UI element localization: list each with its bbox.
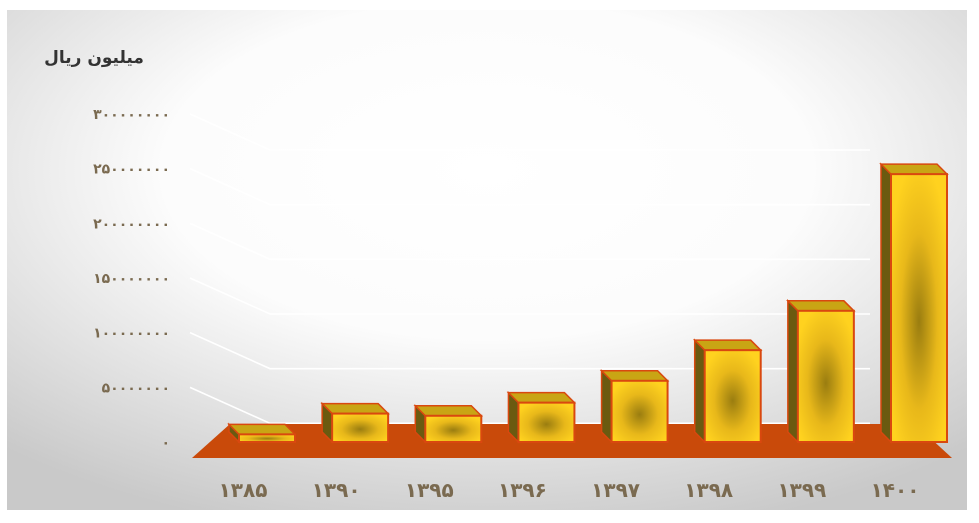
y-tick-label: ۱۰۰۰۰۰۰۰۰ xyxy=(93,326,170,342)
bar-front xyxy=(703,349,762,443)
bar-front xyxy=(517,401,576,444)
bar-front xyxy=(796,309,855,443)
gridline xyxy=(189,331,870,370)
y-tick-label: ۰ xyxy=(161,435,170,451)
gridline xyxy=(189,386,870,425)
gridline xyxy=(189,222,870,261)
bar-front xyxy=(890,173,948,443)
bar-front xyxy=(424,414,483,444)
bar xyxy=(692,338,763,444)
bar-top xyxy=(692,339,763,351)
bar xyxy=(413,403,484,444)
bar-side xyxy=(693,338,706,444)
y-tick-label: ۵۰۰۰۰۰۰۰ xyxy=(102,380,170,396)
bar-top xyxy=(506,391,577,404)
gridline xyxy=(189,113,870,151)
gridline xyxy=(189,277,870,315)
bar-front xyxy=(238,433,296,444)
bar-top xyxy=(786,300,856,312)
bar-top xyxy=(413,405,484,417)
bar-side xyxy=(600,368,613,444)
bar-top xyxy=(879,163,949,175)
y-tick-label: ۲۵۰۰۰۰۰۰۰ xyxy=(93,162,170,178)
bar-front xyxy=(610,379,669,444)
x-tick-label: ۱۳۹۰ xyxy=(312,478,361,502)
bar xyxy=(227,422,297,444)
bar-top xyxy=(320,402,390,415)
y-axis-label: میلیون ریال xyxy=(44,48,144,68)
bar xyxy=(879,162,949,444)
bar-side xyxy=(787,298,799,444)
bar xyxy=(786,298,856,444)
y-tick-label: ۱۵۰۰۰۰۰۰۰ xyxy=(93,271,170,287)
y-tick-label: ۳۰۰۰۰۰۰۰۰ xyxy=(93,107,170,123)
x-tick-label: ۱۳۹۷ xyxy=(591,478,640,502)
x-tick-label: ۱۳۹۸ xyxy=(684,478,733,502)
x-tick-label: ۱۳۹۶ xyxy=(498,478,547,502)
bar xyxy=(320,401,390,444)
bar-top xyxy=(227,423,297,436)
x-tick-label: ۱۳۹۵ xyxy=(405,478,454,502)
bar-top xyxy=(599,370,670,382)
bar-front xyxy=(331,412,390,443)
y-tick-label: ۲۰۰۰۰۰۰۰۰ xyxy=(93,216,170,232)
bar xyxy=(506,390,577,444)
bar xyxy=(599,368,670,444)
gridline xyxy=(189,167,870,206)
x-tick-label: ۱۳۸۵ xyxy=(219,478,268,502)
bar-side xyxy=(880,162,892,444)
x-tick-label: ۱۴۰۰ xyxy=(871,478,920,502)
x-tick-label: ۱۳۹۹ xyxy=(777,478,826,502)
